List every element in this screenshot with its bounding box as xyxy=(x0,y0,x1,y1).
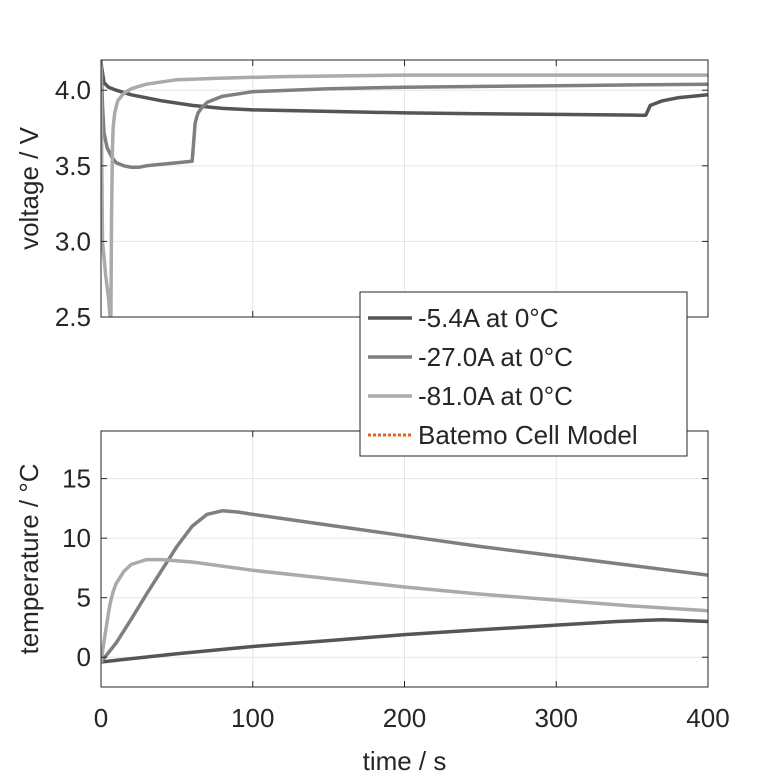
legend: -5.4A at 0°C -27.0A at 0°C -81.0A at 0°C Ba… xyxy=(359,291,688,457)
voltage-ytick-label: 3.0 xyxy=(55,226,91,256)
voltage-ytick-label: 4.0 xyxy=(55,75,91,105)
temperature-ytick-label: 10 xyxy=(62,523,91,553)
temperature-xlabel: time / s xyxy=(363,746,447,776)
temperature-xtick-label: 0 xyxy=(94,703,108,733)
temperature-xtick-label: 400 xyxy=(686,703,729,733)
temperature-xtick-label: 200 xyxy=(383,703,426,733)
voltage-series-line-3 xyxy=(101,65,708,317)
voltage-series-group xyxy=(101,60,708,317)
legend-label: -81.0A at 0°C xyxy=(418,381,573,411)
temperature-series-line-1 xyxy=(101,617,708,664)
temperature-ytick-label: 15 xyxy=(62,464,91,494)
temperature-panel: 0 5 10 15 0 100 200 300 400 temperature / °C time … xyxy=(14,430,730,776)
legend-label: -5.4A at 0°C xyxy=(418,303,558,333)
temperature-series-line-3 xyxy=(101,557,708,664)
temperature-xtick-label: 300 xyxy=(535,703,578,733)
voltage-panel: 2.5 3.0 3.5 4.0 voltage / V xyxy=(14,59,709,332)
legend-label: Batemo Cell Model xyxy=(418,420,638,450)
voltage-ylabel: voltage / V xyxy=(14,126,44,250)
voltage-series-line-1 xyxy=(101,61,708,117)
voltage-ytick-label: 2.5 xyxy=(55,302,91,332)
temperature-ytick-label: 0 xyxy=(77,642,91,672)
temperature-series-line-2 xyxy=(101,509,708,664)
legend-label: -27.0A at 0°C xyxy=(418,342,573,372)
temperature-xtick-label: 100 xyxy=(231,703,274,733)
temperature-ytick-label: 5 xyxy=(77,583,91,613)
temperature-ylabel: temperature / °C xyxy=(14,463,44,654)
legend-box xyxy=(359,291,688,457)
temperature-series-group xyxy=(101,509,708,664)
voltage-ytick-label: 3.5 xyxy=(55,151,91,181)
